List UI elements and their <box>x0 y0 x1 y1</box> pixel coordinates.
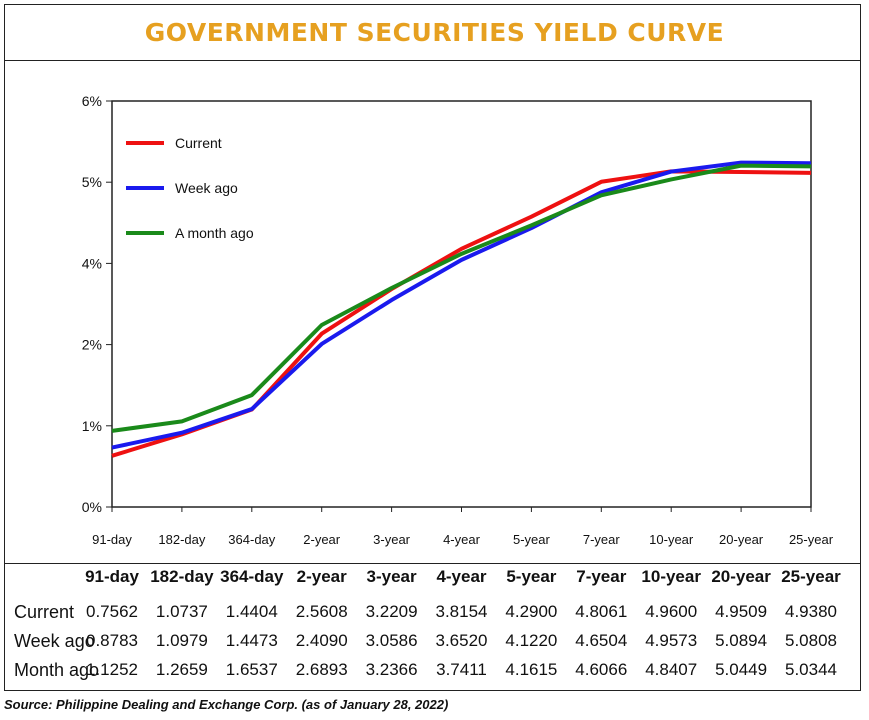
table-row-label: Month ago <box>14 660 100 680</box>
table-row-label: Week ago <box>14 631 95 651</box>
table-header-cell: 5-year <box>506 567 557 586</box>
x-tick-label: 20-year <box>719 532 764 547</box>
table-header-cell: 3-year <box>366 567 417 586</box>
table-cell: 4.1615 <box>505 660 558 679</box>
table-header-cell: 25-year <box>781 567 841 586</box>
table-cell: 4.9600 <box>645 602 698 621</box>
x-tick-label: 10-year <box>649 532 694 547</box>
table-cell: 1.1252 <box>86 660 138 679</box>
table-cell: 1.4404 <box>225 602 278 621</box>
legend-label: A month ago <box>175 225 254 241</box>
table-cell: 5.0894 <box>715 631 768 650</box>
table-cell: 4.8061 <box>575 602 628 621</box>
table-cell: 1.0737 <box>155 602 208 621</box>
table-row-label: Current <box>14 602 75 622</box>
y-tick-label: 6% <box>82 93 102 109</box>
table-cell: 3.2209 <box>365 602 418 621</box>
series-line-week-ago <box>111 160 812 450</box>
table-cell: 5.0344 <box>785 660 837 679</box>
chart-title: GOVERNMENT SECURITIES YIELD CURVE <box>144 18 725 47</box>
table-cell: 3.2366 <box>365 660 418 679</box>
plot-area <box>111 100 812 508</box>
table-header-cell: 91-day <box>85 567 139 586</box>
x-tick-label: 364-day <box>228 532 275 547</box>
table-row: Week ago 0.8783 1.0979 1.4473 2.4090 3.0586 3.… <box>0 631 869 655</box>
table-cell: 4.6066 <box>575 660 628 679</box>
table-cell: 1.4473 <box>225 631 278 650</box>
table-cell: 4.9573 <box>645 631 698 650</box>
table-header-cell: 182-day <box>150 567 214 586</box>
x-tick-label: 2-year <box>303 532 341 547</box>
table-header-cell: 4-year <box>436 567 487 586</box>
table-cell: 4.8407 <box>645 660 698 679</box>
title-divider <box>4 60 861 61</box>
x-tick-label: 5-year <box>513 532 551 547</box>
table-cell: 1.6537 <box>225 660 278 679</box>
table-cell: 2.5608 <box>295 602 348 621</box>
series-line-a-month-ago <box>111 163 812 433</box>
table-header-cell: 2-year <box>296 567 347 586</box>
table-cell: 5.0808 <box>785 631 837 650</box>
table-cell: 0.7562 <box>86 602 138 621</box>
x-tick-label: 182-day <box>158 532 205 547</box>
table-row: Current 0.7562 1.0737 1.4404 2.5608 3.2209 3.8… <box>0 602 869 626</box>
source-note: Source: Philippine Dealing and Exchange … <box>4 697 449 712</box>
y-tick-label: 5% <box>82 174 102 190</box>
chart-frame <box>4 4 861 691</box>
x-tick-label: 91-day <box>92 532 132 547</box>
table-header-row: 91-day 182-day 364-day 2-year 3-year 4-year 5-… <box>0 567 869 591</box>
table-cell: 5.0449 <box>715 660 768 679</box>
table-cell: 3.6520 <box>435 631 488 650</box>
table-cell: 4.6504 <box>575 631 628 650</box>
yield-curve-chart: 0% 1% 2% 4% 5% 6% 91-day 182-day 364-day 2-year 3-… <box>82 93 834 547</box>
table-cell: 3.7411 <box>436 660 487 679</box>
x-tick-label: 7-year <box>583 532 621 547</box>
table-cell: 4.1220 <box>505 631 558 650</box>
table-header-cell: 10-year <box>641 567 701 586</box>
table-cell: 1.2659 <box>155 660 208 679</box>
table-cell: 4.9380 <box>785 602 837 621</box>
table-cell: 3.8154 <box>435 602 488 621</box>
x-tick-label: 4-year <box>443 532 481 547</box>
table-row: Month ago 1.1252 1.2659 1.6537 2.6893 3.2366 3… <box>0 660 869 684</box>
table-cell: 2.4090 <box>295 631 348 650</box>
y-tick-label: 0% <box>82 499 102 515</box>
table-cell: 1.0979 <box>155 631 208 650</box>
table-cell: 4.2900 <box>505 602 558 621</box>
y-tick-label: 1% <box>82 418 102 434</box>
y-tick-label: 2% <box>82 337 102 353</box>
series-line-current <box>111 169 812 458</box>
legend-label: Current <box>175 135 222 151</box>
x-tick-label: 25-year <box>789 532 834 547</box>
table-header-cell: 20-year <box>711 567 771 586</box>
table-cell: 4.9509 <box>715 602 768 621</box>
table-cell: 2.6893 <box>295 660 348 679</box>
y-tick-label: 4% <box>82 255 102 271</box>
table-cell: 0.8783 <box>86 631 138 650</box>
table-divider <box>4 563 861 564</box>
legend-label: Week ago <box>175 180 238 196</box>
x-tick-label: 3-year <box>373 532 411 547</box>
table-header-cell: 364-day <box>220 567 284 586</box>
table-cell: 3.0586 <box>365 631 418 650</box>
table-header-cell: 7-year <box>576 567 627 586</box>
